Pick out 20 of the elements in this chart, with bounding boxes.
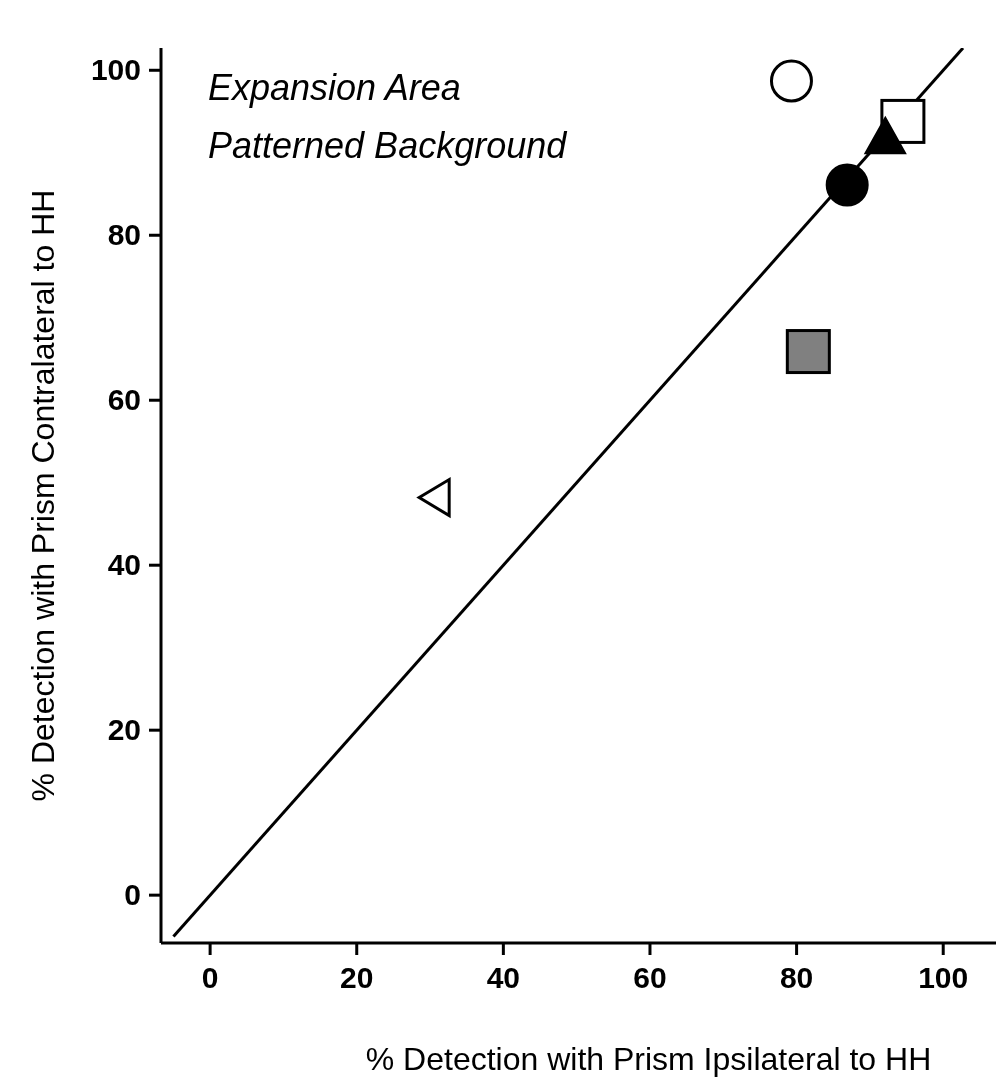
point (785, 329, 831, 375)
annotation: Expansion Area (208, 67, 461, 108)
x-tick-label: 40 (486, 961, 521, 994)
point (825, 163, 869, 207)
x-tick-label: 20 (340, 961, 374, 994)
y-axis-title: % Detection with Prism Contralateral to HH (25, 189, 61, 802)
x-tick-label: 60 (633, 961, 667, 994)
x-axis-title: % Detection with Prism Ipsilateral to HH (365, 1041, 932, 1077)
y-tick-label: 20 (107, 713, 141, 747)
y-tick-label: 40 (107, 548, 141, 582)
x-tick-label: 0 (201, 961, 219, 994)
point (769, 59, 813, 103)
y-tick-label: 60 (107, 383, 141, 417)
y-tick-label: 80 (107, 218, 141, 252)
x-tick-label: 100 (918, 961, 969, 994)
y-tick-label: 100 (90, 53, 141, 87)
point (417, 478, 451, 518)
y-tick-label: 0 (124, 878, 141, 912)
x-tick-label: 80 (779, 961, 814, 994)
annotation: Patterned Background (208, 125, 568, 166)
